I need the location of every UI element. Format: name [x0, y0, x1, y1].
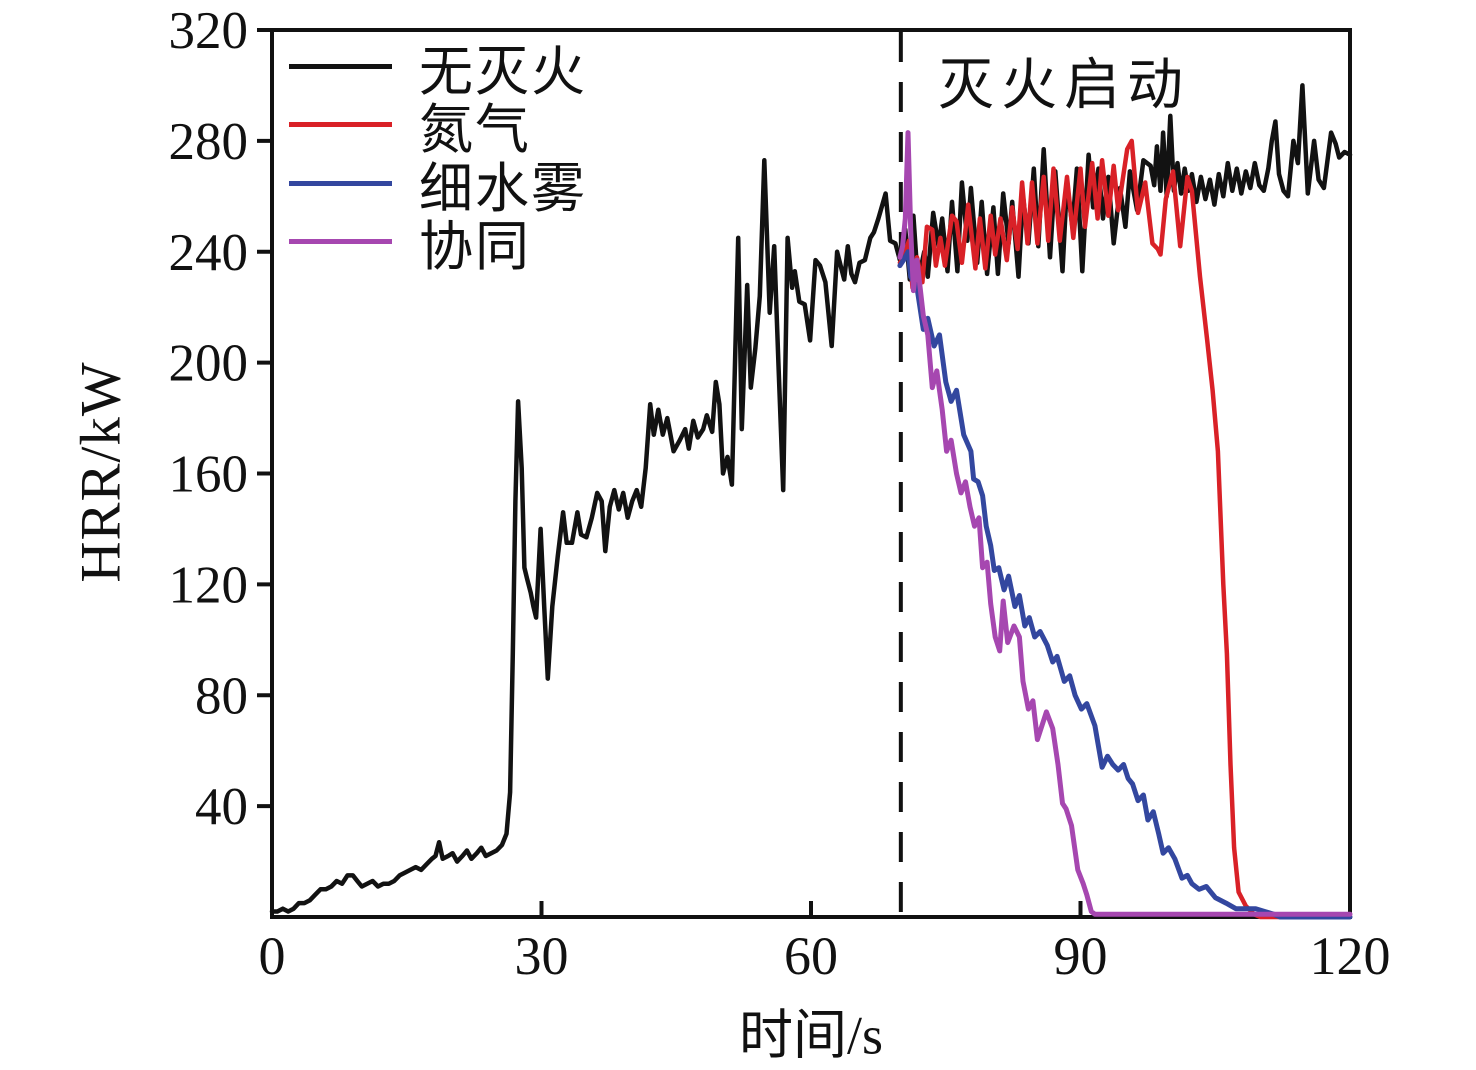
- x-tick-label-60: 60: [784, 926, 838, 986]
- legend-line-icon-synergy: [289, 239, 392, 245]
- x-axis-title: 时间/s: [738, 1005, 884, 1066]
- x-tick-label-30: 30: [515, 926, 569, 986]
- series-line-synergy: [897, 130, 1353, 917]
- legend-item-synergy: 协同: [289, 213, 587, 277]
- x-tick-label-0: 0: [259, 926, 286, 986]
- y-tick-label-40: 40: [195, 778, 248, 836]
- legend-label-no-suppression: 无灭火: [419, 41, 587, 102]
- legend-item-no-suppression: 无灭火: [289, 37, 587, 102]
- y-tick-label-280: 280: [169, 113, 249, 171]
- suppression-start-annotation: 灭火启动: [938, 55, 1190, 117]
- y-tick-label-80: 80: [195, 667, 248, 725]
- series-line-water-mist: [897, 249, 1353, 920]
- legend-label-synergy: 协同: [419, 217, 531, 278]
- y-tick-label-200: 200: [169, 335, 249, 393]
- legend-label-nitrogen: 氮气: [419, 100, 531, 161]
- x-tick-label-120: 120: [1310, 926, 1391, 986]
- series-line-no-suppression: [269, 83, 1353, 914]
- x-tick-label-90: 90: [1054, 926, 1108, 986]
- legend: 无灭火 氮气 细水雾 协同: [289, 37, 587, 277]
- legend-item-nitrogen: 氮气: [289, 96, 587, 160]
- y-axis-title: HRR/kW: [69, 361, 133, 583]
- series-line-nitrogen: [897, 138, 1353, 920]
- legend-label-water-mist: 细水雾: [419, 158, 587, 219]
- y-tick-label-160: 160: [169, 446, 249, 504]
- legend-line-icon-nitrogen: [289, 122, 392, 128]
- y-tick-label-120: 120: [169, 556, 249, 614]
- y-tick-label-320: 320: [169, 2, 249, 60]
- legend-line-icon-no-suppression: [289, 63, 392, 69]
- legend-line-icon-water-mist: [289, 180, 392, 186]
- legend-item-water-mist: 细水雾: [289, 154, 587, 219]
- y-tick-label-240: 240: [169, 224, 249, 282]
